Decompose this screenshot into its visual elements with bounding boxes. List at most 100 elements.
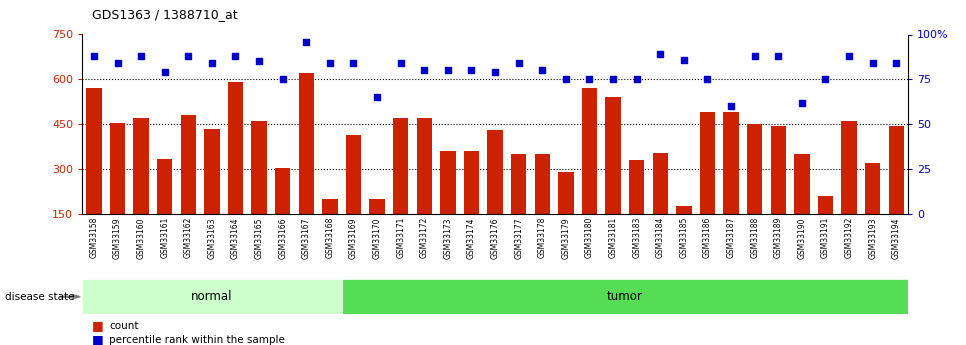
- Bar: [699, 112, 715, 214]
- Bar: [747, 124, 762, 214]
- Bar: [582, 88, 597, 214]
- Text: GSM33168: GSM33168: [326, 217, 334, 258]
- Text: GSM33194: GSM33194: [892, 217, 900, 259]
- Text: GSM33158: GSM33158: [90, 217, 99, 258]
- Bar: [275, 168, 291, 214]
- Point: [724, 104, 739, 109]
- Text: GSM33162: GSM33162: [184, 217, 193, 258]
- Text: GSM33179: GSM33179: [561, 217, 570, 259]
- Text: GSM33163: GSM33163: [208, 217, 216, 259]
- Bar: [534, 154, 550, 214]
- Point: [771, 53, 786, 59]
- Text: GSM33185: GSM33185: [679, 217, 689, 258]
- Bar: [157, 159, 172, 214]
- Bar: [841, 121, 857, 214]
- Point: [794, 100, 810, 106]
- Bar: [86, 88, 101, 214]
- Text: GSM33191: GSM33191: [821, 217, 830, 258]
- Point: [534, 68, 550, 73]
- Text: GSM33180: GSM33180: [585, 217, 594, 258]
- Point: [133, 53, 149, 59]
- Text: GSM33190: GSM33190: [797, 217, 807, 259]
- Point: [156, 69, 172, 75]
- Point: [86, 53, 101, 59]
- Bar: [724, 112, 739, 214]
- Bar: [110, 123, 126, 214]
- Text: GSM33187: GSM33187: [726, 217, 735, 258]
- Text: GSM33171: GSM33171: [396, 217, 405, 258]
- Point: [393, 60, 409, 66]
- Text: GSM33174: GSM33174: [467, 217, 476, 259]
- Text: GSM33170: GSM33170: [373, 217, 382, 259]
- Text: GSM33186: GSM33186: [703, 217, 712, 258]
- Point: [841, 53, 857, 59]
- Point: [699, 77, 715, 82]
- Point: [275, 77, 291, 82]
- Bar: [204, 129, 219, 214]
- Text: GSM33173: GSM33173: [443, 217, 452, 259]
- Text: tumor: tumor: [607, 290, 642, 303]
- Point: [582, 77, 597, 82]
- Text: GSM33192: GSM33192: [844, 217, 854, 258]
- Text: GSM33183: GSM33183: [632, 217, 641, 258]
- Text: GSM33172: GSM33172: [420, 217, 429, 258]
- Point: [676, 57, 692, 62]
- Text: GSM33164: GSM33164: [231, 217, 240, 259]
- Text: normal: normal: [191, 290, 233, 303]
- Point: [181, 53, 196, 59]
- Bar: [488, 130, 502, 214]
- Text: GSM33181: GSM33181: [609, 217, 617, 258]
- Text: GSM33160: GSM33160: [136, 217, 146, 259]
- Bar: [629, 160, 644, 214]
- Text: GSM33189: GSM33189: [774, 217, 782, 258]
- Point: [251, 59, 267, 64]
- Text: GSM33176: GSM33176: [491, 217, 499, 259]
- Text: GSM33159: GSM33159: [113, 217, 122, 259]
- Bar: [889, 126, 904, 214]
- Text: percentile rank within the sample: percentile rank within the sample: [109, 335, 285, 345]
- Bar: [251, 121, 267, 214]
- Text: disease state: disease state: [5, 292, 74, 302]
- Text: ■: ■: [92, 333, 103, 345]
- Text: GSM33188: GSM33188: [751, 217, 759, 258]
- Bar: [393, 118, 409, 214]
- Point: [464, 68, 479, 73]
- Bar: [181, 115, 196, 214]
- Bar: [323, 199, 337, 214]
- Bar: [440, 151, 456, 214]
- Point: [298, 39, 314, 45]
- Point: [511, 60, 526, 66]
- Point: [488, 69, 503, 75]
- Bar: [298, 73, 314, 214]
- Point: [817, 77, 833, 82]
- Text: GSM33177: GSM33177: [514, 217, 524, 259]
- Bar: [676, 206, 692, 214]
- Point: [889, 60, 904, 66]
- Point: [323, 60, 338, 66]
- Bar: [342, 279, 908, 314]
- Point: [629, 77, 644, 82]
- Text: GDS1363 / 1388710_at: GDS1363 / 1388710_at: [92, 8, 238, 21]
- Bar: [818, 196, 833, 214]
- Point: [110, 60, 126, 66]
- Bar: [606, 97, 621, 214]
- Point: [440, 68, 456, 73]
- Text: GSM33167: GSM33167: [301, 217, 311, 259]
- Text: ■: ■: [92, 319, 103, 333]
- Text: GSM33184: GSM33184: [656, 217, 665, 258]
- Point: [228, 53, 243, 59]
- Point: [653, 51, 668, 57]
- Text: GSM33169: GSM33169: [349, 217, 358, 259]
- Point: [204, 60, 219, 66]
- Text: GSM33193: GSM33193: [868, 217, 877, 259]
- Bar: [416, 118, 432, 214]
- Bar: [369, 199, 384, 214]
- Bar: [133, 118, 149, 214]
- Bar: [511, 154, 526, 214]
- Point: [606, 77, 621, 82]
- Bar: [865, 163, 880, 214]
- Point: [865, 60, 880, 66]
- Text: GSM33178: GSM33178: [538, 217, 547, 258]
- Text: GSM33161: GSM33161: [160, 217, 169, 258]
- Text: count: count: [109, 321, 139, 331]
